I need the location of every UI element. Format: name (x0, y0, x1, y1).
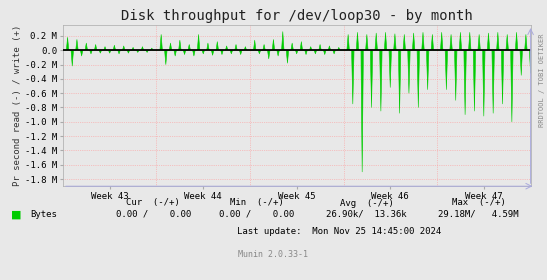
Y-axis label: Pr second read (-) / write (+): Pr second read (-) / write (+) (13, 25, 22, 186)
Text: Bytes: Bytes (30, 210, 57, 219)
Text: 26.90k/  13.36k: 26.90k/ 13.36k (326, 210, 407, 219)
Text: Avg  (-/+): Avg (-/+) (340, 199, 393, 207)
Text: 0.00 /    0.00: 0.00 / 0.00 (219, 210, 295, 219)
Text: ■: ■ (11, 209, 21, 219)
Text: 29.18M/   4.59M: 29.18M/ 4.59M (438, 210, 519, 219)
Text: Min  (-/+): Min (-/+) (230, 199, 284, 207)
Text: Cur  (-/+): Cur (-/+) (126, 199, 180, 207)
Text: RRDTOOL / TOBI OETIKER: RRDTOOL / TOBI OETIKER (539, 34, 545, 127)
Text: Max  (-/+): Max (-/+) (452, 199, 505, 207)
Text: Last update:  Mon Nov 25 14:45:00 2024: Last update: Mon Nov 25 14:45:00 2024 (237, 227, 441, 235)
Text: 0.00 /    0.00: 0.00 / 0.00 (115, 210, 191, 219)
Text: Munin 2.0.33-1: Munin 2.0.33-1 (238, 250, 309, 259)
Title: Disk throughput for /dev/loop30 - by month: Disk throughput for /dev/loop30 - by mon… (121, 9, 473, 23)
